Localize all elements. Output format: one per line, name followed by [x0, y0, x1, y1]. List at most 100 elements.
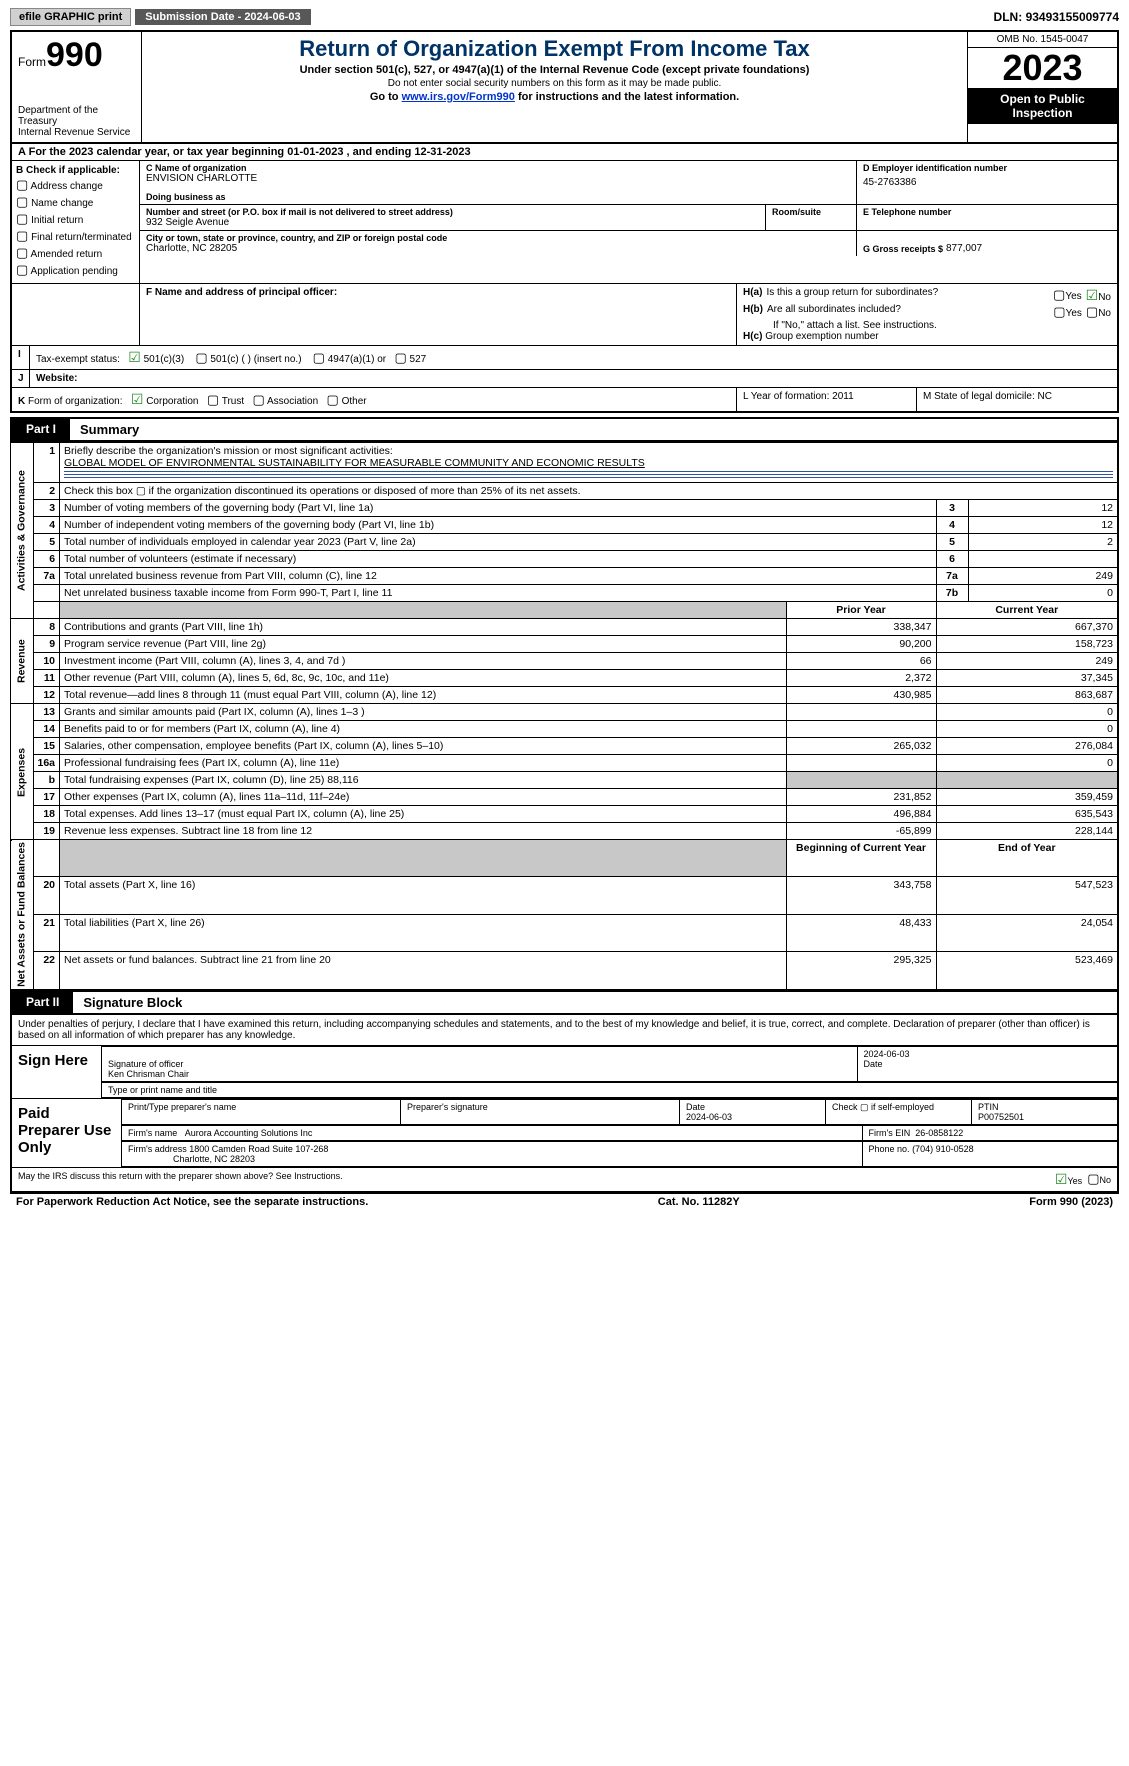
line-num: [33, 585, 60, 602]
perjury-declaration: Under penalties of perjury, I declare th…: [12, 1015, 1117, 1045]
sig-officer-label: Signature of officer: [108, 1059, 183, 1069]
line-num: 13: [33, 704, 60, 721]
curr-val: 276,084: [936, 738, 1118, 755]
527-label: 527: [410, 354, 427, 365]
prior-val: 265,032: [786, 738, 936, 755]
phone-value: (704) 910-0528: [912, 1144, 974, 1154]
curr-val: 0: [936, 704, 1118, 721]
hb-yes[interactable]: ▢Yes: [1053, 304, 1082, 320]
line-val: 2: [968, 534, 1118, 551]
line-desc: Total fundraising expenses (Part IX, col…: [60, 772, 786, 789]
no-label: No: [1098, 308, 1111, 319]
chk-application[interactable]: ▢ Application pending: [16, 262, 135, 278]
firm-name-label: Firm's name: [128, 1128, 177, 1138]
ha-no[interactable]: ☑No: [1086, 287, 1111, 304]
no-label: No: [1099, 1175, 1111, 1185]
line-desc: Grants and similar amounts paid (Part IX…: [60, 704, 786, 721]
501c-label: 501(c) ( ) (insert no.): [210, 354, 301, 365]
yes-label: Yes: [1066, 308, 1082, 319]
goto-link[interactable]: www.irs.gov/Form990: [402, 91, 515, 103]
no-label: No: [1098, 292, 1111, 303]
checkbox-icon: ▢: [16, 245, 28, 260]
hc-text: Group exemption number: [765, 331, 878, 342]
line-num: 7a: [33, 568, 60, 585]
prior-val: 338,347: [786, 619, 936, 636]
prior-val: 90,200: [786, 636, 936, 653]
discuss-no[interactable]: ▢No: [1087, 1171, 1111, 1188]
chk-name[interactable]: ▢ Name change: [16, 194, 135, 210]
date-label: Date: [686, 1102, 705, 1112]
line-val: 0: [968, 585, 1118, 602]
curr-val: 158,723: [936, 636, 1118, 653]
chk-address[interactable]: ▢ Address change: [16, 177, 135, 193]
corp-label: Corporation: [146, 396, 198, 407]
checkbox-icon: ▢: [16, 228, 28, 243]
goto-line: Go to www.irs.gov/Form990 for instructio…: [148, 91, 961, 103]
line-desc: Number of independent voting members of …: [60, 517, 936, 534]
line-box: 6: [936, 551, 968, 568]
cat-number: Cat. No. 11282Y: [658, 1196, 740, 1208]
ein-label: D Employer identification number: [863, 163, 1111, 173]
current-year-hdr: Current Year: [936, 602, 1118, 619]
dba-label: Doing business as: [146, 192, 850, 202]
checkbox-icon: ▢: [1087, 1171, 1099, 1186]
prior-year-hdr: Prior Year: [786, 602, 936, 619]
ha-yes[interactable]: ▢Yes: [1053, 287, 1082, 303]
line-val: 12: [968, 517, 1118, 534]
state-domicile: M State of legal domicile: NC: [917, 388, 1117, 411]
prior-val: 430,985: [786, 687, 936, 704]
tab-revenue: Revenue: [11, 619, 33, 704]
part2-title: Signature Block: [73, 992, 192, 1013]
part1-label: Part I: [12, 419, 70, 440]
curr-val: 37,345: [936, 670, 1118, 687]
discuss-yes[interactable]: ☑Yes: [1055, 1171, 1082, 1188]
other-label: Other: [342, 396, 367, 407]
line-desc: Net unrelated business taxable income fr…: [60, 585, 936, 602]
line-desc: Benefits paid to or for members (Part IX…: [60, 721, 786, 738]
sig-date: 2024-06-03: [864, 1049, 910, 1059]
city-label: City or town, state or province, country…: [146, 233, 850, 243]
chk-final[interactable]: ▢ Final return/terminated: [16, 228, 135, 244]
line-num: 6: [33, 551, 60, 568]
form-word: Form: [18, 55, 46, 69]
tax-exempt-label: Tax-exempt status:: [36, 354, 120, 365]
line-desc: Contributions and grants (Part VIII, lin…: [60, 619, 786, 636]
ptin-label: PTIN: [978, 1102, 999, 1112]
line-num: 9: [33, 636, 60, 653]
line-desc: Other expenses (Part IX, column (A), lin…: [60, 789, 786, 806]
boy-val: 48,433: [786, 914, 936, 951]
prior-val: [786, 755, 936, 772]
curr-val: 359,459: [936, 789, 1118, 806]
efile-print-button[interactable]: efile GRAPHIC print: [10, 8, 131, 26]
curr-val: 249: [936, 653, 1118, 670]
checkbox-icon: ▢: [16, 262, 28, 277]
chk-amended[interactable]: ▢ Amended return: [16, 245, 135, 261]
i-label: I: [12, 346, 30, 369]
open-public-2: Inspection: [1012, 106, 1072, 120]
line-num: 12: [33, 687, 60, 704]
curr-val: 0: [936, 755, 1118, 772]
line-num: 10: [33, 653, 60, 670]
dln-number: 93493155009774: [1026, 10, 1119, 24]
line-num: 8: [33, 619, 60, 636]
line-val: 249: [968, 568, 1118, 585]
line2-checkbox: Check this box ▢ if the organization dis…: [60, 483, 1118, 500]
year-formation: L Year of formation: 2011: [737, 388, 917, 411]
chk-initial[interactable]: ▢ Initial return: [16, 211, 135, 227]
hb-note: If "No," attach a list. See instructions…: [743, 320, 1111, 331]
hb-no[interactable]: ▢No: [1086, 304, 1111, 320]
checkbox-filled-icon: ☑: [1055, 1171, 1068, 1187]
officer-label: F Name and address of principal officer:: [146, 287, 337, 298]
chk-application-label: Application pending: [31, 266, 118, 277]
line-desc: Salaries, other compensation, employee b…: [60, 738, 786, 755]
firm-addr-label: Firm's address: [128, 1144, 187, 1154]
line-desc: Total expenses. Add lines 13–17 (must eq…: [60, 806, 786, 823]
part2-label: Part II: [12, 992, 73, 1013]
goto-pre: Go to: [370, 91, 402, 103]
omb-number: OMB No. 1545-0047: [968, 32, 1117, 48]
submission-date-badge: Submission Date - 2024-06-03: [135, 9, 310, 25]
gross-value: 877,007: [946, 243, 982, 254]
chk-amended-label: Amended return: [31, 249, 103, 260]
line-num: 5: [33, 534, 60, 551]
checkbox-icon: ▢: [16, 177, 28, 192]
